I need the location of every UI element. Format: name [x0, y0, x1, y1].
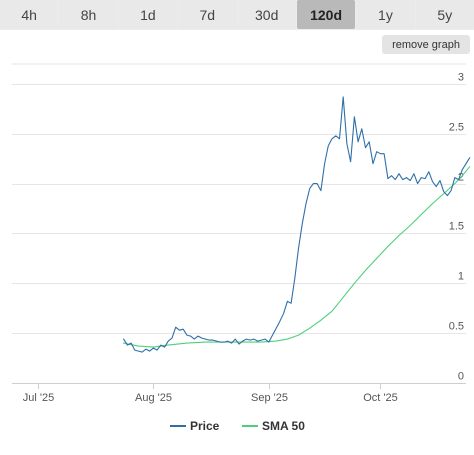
y-tick-label: 0.5 — [449, 321, 464, 333]
time-range-selector: 4h 8h 1d 7d 30d 120d 1y 5y — [0, 0, 474, 30]
y-tick-label: 0 — [458, 371, 464, 383]
x-axis-ticks: Jul '25 Aug '25 Sep '25 Oct '25 — [12, 383, 466, 404]
x-tick-label: Oct '25 — [363, 392, 398, 404]
range-button-30d[interactable]: 30d — [237, 0, 296, 29]
price-series-line — [123, 96, 471, 353]
x-tick-label: Jul '25 — [23, 392, 54, 404]
range-button-120d[interactable]: 120d — [296, 0, 356, 29]
y-axis-ticks: 00.511.522.53 — [449, 72, 464, 383]
y-tick-label: 1 — [458, 271, 464, 283]
y-tick-label: 3 — [458, 72, 464, 84]
grid-lines — [12, 63, 466, 384]
legend: Price SMA 50 — [170, 419, 305, 433]
y-tick-label: 2.5 — [449, 122, 464, 134]
price-legend-label[interactable]: Price — [190, 419, 220, 433]
range-button-5y[interactable]: 5y — [415, 0, 474, 29]
sma-50-legend-label[interactable]: SMA 50 — [262, 419, 305, 433]
x-tick-label: Aug '25 — [135, 392, 172, 404]
x-tick-label: Sep '25 — [251, 392, 288, 404]
remove-graph-button[interactable]: remove graph — [382, 35, 470, 54]
range-button-8h[interactable]: 8h — [59, 0, 118, 29]
range-button-1d[interactable]: 1d — [118, 0, 178, 29]
y-tick-label: 1.5 — [449, 221, 464, 233]
sma-50-series-line — [123, 166, 471, 348]
series-lines — [123, 96, 471, 353]
range-button-4h[interactable]: 4h — [0, 0, 59, 29]
range-button-1y[interactable]: 1y — [356, 0, 415, 29]
range-button-7d[interactable]: 7d — [178, 0, 237, 29]
